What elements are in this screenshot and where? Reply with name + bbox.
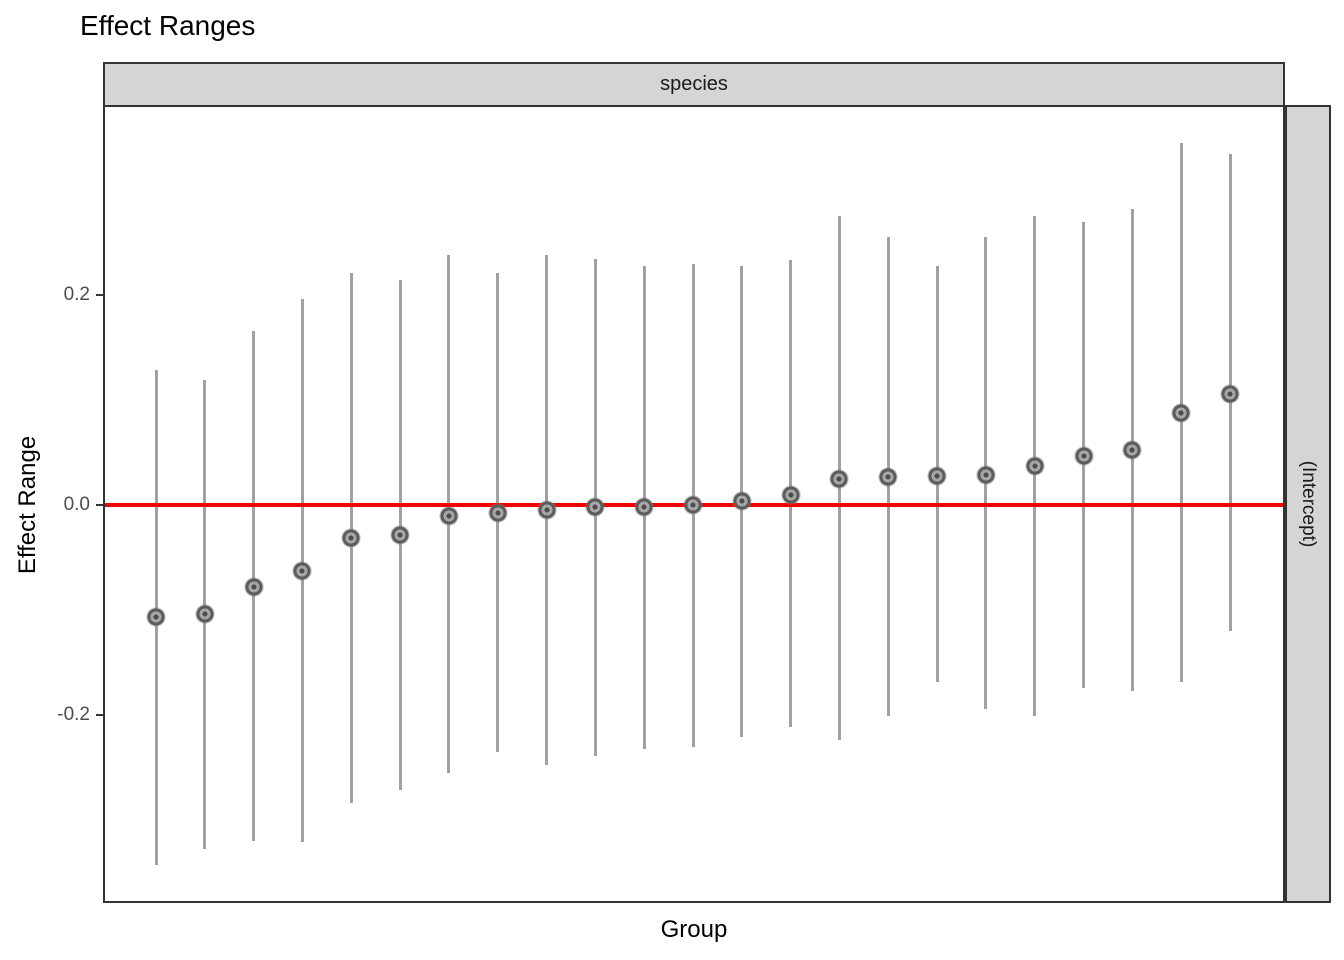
facet-strip-right-label: (Intercept) [1298,460,1319,548]
point-marker [1171,402,1192,423]
point-marker [1122,440,1143,461]
point-marker [1220,383,1241,404]
point-marker [634,497,655,518]
x-axis-title: Group [660,916,728,943]
point-marker [292,561,313,582]
point-marker [390,525,411,546]
point-marker [1024,456,1045,477]
chart-title: Effect Ranges [80,10,256,41]
point-marker [487,503,508,524]
y-tick-mark [96,714,103,716]
point-marker [975,464,996,485]
point-marker [146,607,166,628]
y-tick-mark [96,294,103,296]
point-marker [438,505,459,526]
point-marker [829,468,850,489]
point-marker [878,466,899,487]
point-marker [1073,445,1094,466]
y-tick-mark [96,504,103,506]
point-marker [683,495,704,515]
point-marker [194,604,215,625]
point-marker [731,490,752,511]
point-marker [341,527,362,548]
point-marker [585,497,606,518]
point-marker [243,576,264,597]
facet-strip-top: species [103,62,1285,107]
point-marker [780,484,801,505]
y-tick-label: 0.0 [63,494,90,515]
point-marker [536,500,557,521]
y-tick-label: 0.2 [63,284,90,305]
facet-strip-top-label: species [660,73,728,95]
facet-strip-right: (Intercept) [1285,105,1331,903]
y-tick-label: -0.2 [57,704,90,725]
point-marker [927,465,948,486]
plot-panel [103,105,1285,903]
